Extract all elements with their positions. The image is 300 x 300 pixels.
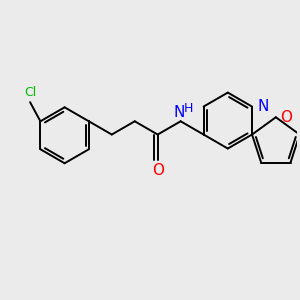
- Text: N: N: [173, 105, 185, 120]
- Text: O: O: [280, 110, 292, 125]
- Text: Cl: Cl: [24, 86, 36, 99]
- Text: H: H: [183, 102, 193, 116]
- Text: N: N: [257, 99, 269, 114]
- Text: O: O: [152, 163, 164, 178]
